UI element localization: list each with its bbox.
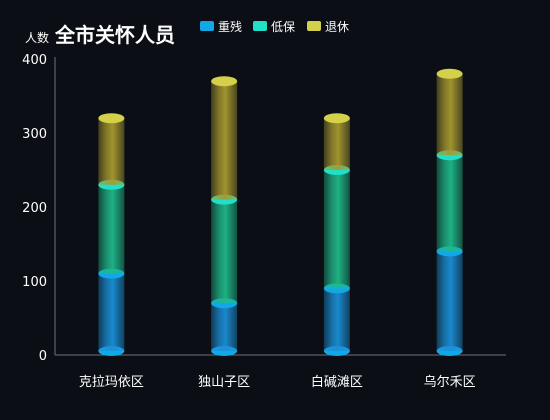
bar-segment-重残-独山子区 bbox=[211, 303, 238, 351]
bar-top-cap bbox=[98, 113, 125, 124]
legend-label-2[interactable]: 退休 bbox=[325, 20, 349, 34]
y-tick-label: 200 bbox=[22, 201, 47, 216]
bar-segment-低保-独山子区 bbox=[211, 199, 238, 304]
legend[interactable]: 重残 低保 退休 bbox=[200, 20, 349, 34]
x-tick-label: 克拉玛依区 bbox=[79, 375, 144, 390]
legend-swatch-2[interactable] bbox=[307, 21, 321, 31]
bar-segment-退休-乌尔禾区 bbox=[436, 73, 463, 156]
y-tick-label: 0 bbox=[39, 349, 47, 364]
bar-segment-退休-独山子区 bbox=[211, 81, 238, 200]
bar-segment-低保-克拉玛依区 bbox=[98, 184, 125, 274]
bar-segment-低保-乌尔禾区 bbox=[436, 155, 463, 252]
chart-title: 全市关怀人员 bbox=[54, 23, 175, 47]
y-axis-label: 人数 bbox=[25, 30, 49, 45]
legend-label-1[interactable]: 低保 bbox=[271, 20, 295, 34]
bar-segment-重残-白碱滩区 bbox=[323, 288, 350, 351]
bar-top-cap bbox=[323, 113, 350, 124]
bar-segment-退休-白碱滩区 bbox=[323, 118, 350, 170]
legend-swatch-0[interactable] bbox=[200, 21, 214, 31]
bar-segment-重残-克拉玛依区 bbox=[98, 273, 125, 351]
bar-segment-退休-克拉玛依区 bbox=[98, 118, 125, 185]
y-tick-label: 400 bbox=[22, 53, 47, 68]
y-tick-label: 300 bbox=[22, 127, 47, 142]
x-axis: 克拉玛依区 独山子区 白碱滩区 乌尔禾区 bbox=[55, 354, 506, 390]
legend-swatch-1[interactable] bbox=[253, 21, 267, 31]
legend-label-0[interactable]: 重残 bbox=[218, 20, 242, 34]
y-axis: 0 100 200 300 400 bbox=[22, 53, 56, 364]
y-tick-label: 100 bbox=[22, 275, 47, 290]
bar-top-cap bbox=[436, 68, 463, 79]
x-tick-label: 白碱滩区 bbox=[311, 374, 363, 390]
bars bbox=[98, 68, 463, 356]
bar-segment-重残-乌尔禾区 bbox=[436, 251, 463, 351]
x-tick-label: 乌尔禾区 bbox=[424, 374, 476, 390]
bar-top-cap bbox=[211, 76, 238, 87]
bar-segment-低保-白碱滩区 bbox=[323, 170, 350, 289]
x-tick-label: 独山子区 bbox=[198, 375, 250, 390]
